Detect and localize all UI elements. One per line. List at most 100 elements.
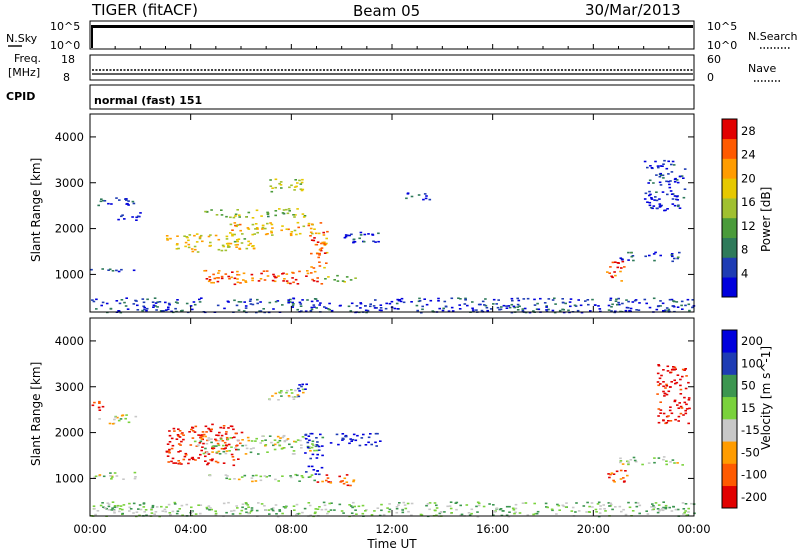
heatmap-cell [610, 310, 613, 312]
heatmap-cell [684, 368, 687, 370]
heatmap-cell [508, 505, 511, 508]
heatmap-cell [182, 434, 185, 436]
heatmap-cell [317, 256, 320, 259]
heatmap-cell [683, 401, 687, 404]
heatmap-cell [465, 504, 469, 506]
heatmap-cell [177, 247, 180, 250]
heatmap-cell [111, 507, 114, 509]
heatmap-cell [135, 511, 139, 513]
heatmap-cell [674, 508, 678, 511]
heatmap-cell [92, 505, 96, 507]
heatmap-cell [637, 309, 641, 311]
heatmap-cell [301, 383, 304, 386]
heatmap-cell [318, 261, 321, 263]
heatmap-cell [198, 301, 202, 303]
heatmap-cell [410, 502, 414, 505]
heatmap-cell [99, 504, 103, 507]
heatmap-cell [673, 257, 676, 260]
heatmap-cell [210, 209, 213, 211]
heatmap-cell [239, 229, 242, 232]
heatmap-cell [318, 506, 321, 508]
heatmap-cell [305, 438, 308, 440]
heatmap-cell [380, 509, 383, 512]
colorbar-segment [722, 463, 737, 487]
heatmap-cell [591, 298, 594, 301]
heatmap-cell [670, 253, 674, 255]
heatmap-cell [98, 402, 101, 404]
heatmap-cell [304, 388, 307, 390]
heatmap-cell [650, 506, 653, 508]
heatmap-cell [675, 179, 679, 181]
heatmap-cell [622, 477, 625, 479]
heatmap-cell [229, 216, 232, 219]
heatmap-cell [195, 233, 199, 235]
heatmap-cell [163, 508, 167, 511]
heatmap-cell [238, 512, 242, 515]
heatmap-cell [664, 506, 668, 509]
heatmap-cell [657, 421, 661, 424]
heatmap-cell [446, 505, 449, 508]
heatmap-cell [471, 301, 474, 303]
colorbar-tick-label: 16 [741, 195, 756, 209]
heatmap-cell [231, 456, 235, 458]
heatmap-cell [680, 175, 684, 177]
heatmap-cell [247, 228, 251, 230]
heatmap-cell [171, 457, 175, 460]
heatmap-cell [482, 505, 486, 508]
heatmap-cell [272, 444, 275, 447]
heatmap-cell [340, 510, 344, 512]
heatmap-cell [206, 463, 209, 466]
heatmap-cell [309, 475, 312, 478]
heatmap-cell [233, 233, 236, 236]
heatmap-cell [466, 304, 469, 307]
heatmap-cell [189, 444, 193, 446]
heatmap-cell [160, 505, 163, 508]
heatmap-cell [317, 232, 321, 235]
heatmap-cell [301, 476, 305, 479]
heatmap-cell [661, 509, 665, 512]
heatmap-cell [259, 442, 262, 444]
heatmap-cell [545, 306, 548, 308]
heatmap-cell [237, 238, 241, 240]
x-tick-label: 20:00 [577, 522, 610, 536]
heatmap-cell [210, 281, 213, 284]
nsearch-tick-top: 10^5 [707, 20, 737, 33]
heatmap-cell [657, 415, 660, 417]
heatmap-cell [296, 394, 300, 396]
heatmap-cell [320, 283, 324, 285]
heatmap-cell [308, 446, 311, 448]
heatmap-cell [259, 310, 263, 312]
heatmap-cell [220, 249, 224, 252]
heatmap-cell [558, 509, 561, 511]
heatmap-cell [141, 298, 145, 300]
heatmap-cell [285, 280, 289, 282]
heatmap-cell [202, 442, 205, 445]
heatmap-cell [166, 239, 169, 241]
heatmap-cell [315, 457, 319, 459]
heatmap-cell [238, 216, 241, 218]
heatmap-cell [546, 506, 549, 509]
heatmap-cell [379, 304, 383, 306]
heatmap-cell [672, 366, 675, 368]
heatmap-cell [309, 310, 313, 312]
heatmap-cell [244, 281, 248, 283]
heatmap-cell [298, 270, 301, 273]
heatmap-cell [635, 505, 639, 508]
heatmap-cell [107, 269, 110, 271]
heatmap-cell [646, 166, 649, 169]
heatmap-cell [471, 307, 474, 310]
heatmap-cell [587, 303, 590, 306]
x-tick-label: 08:00 [275, 522, 308, 536]
nsky-trace [92, 25, 693, 28]
heatmap-cell [562, 308, 565, 311]
heatmap-cell [246, 227, 250, 229]
heatmap-cell [100, 198, 103, 200]
heatmap-cell [113, 510, 116, 512]
heatmap-cell [627, 251, 630, 254]
heatmap-cell [314, 508, 318, 510]
heatmap-cell [662, 310, 665, 312]
heatmap-cell [224, 249, 228, 252]
heatmap-cell [627, 501, 630, 504]
heatmap-cell [191, 250, 195, 253]
heatmap-cell [615, 298, 618, 301]
